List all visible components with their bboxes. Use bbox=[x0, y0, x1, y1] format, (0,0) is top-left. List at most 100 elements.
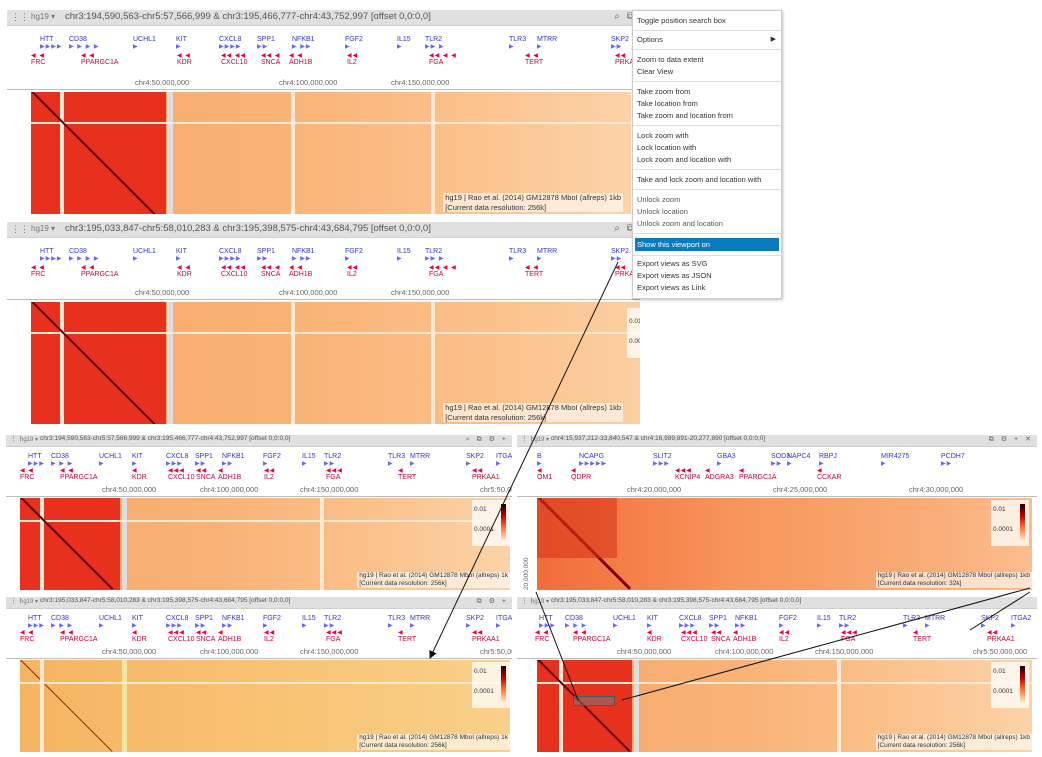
menu-item-take-zoom-location[interactable]: Take zoom and location from bbox=[637, 111, 733, 120]
menu-item-show-viewport[interactable]: Show this viewport on bbox=[637, 240, 710, 249]
gene: ◀◀ PRKAA1 bbox=[615, 53, 640, 66]
assembly-label: hg19 bbox=[31, 224, 49, 233]
track-caption: hg19 | Rao et al. (2014) GM12878 MboI (a… bbox=[357, 571, 510, 588]
position-display[interactable]: chr3:195,033,847-chr5:58,010,283 & chr3:… bbox=[65, 223, 431, 234]
menu-item-take-and-lock[interactable]: Take and lock zoom and location with bbox=[637, 175, 762, 184]
x-axis: chr4:50,000,000 chr4:100,000,000 chr4:15… bbox=[7, 288, 640, 300]
drag-handle-icon[interactable]: ⋮⋮ bbox=[10, 598, 24, 605]
menu-item-lock-zoom[interactable]: Lock zoom with bbox=[637, 131, 689, 140]
gene: MTRR ▶ bbox=[537, 36, 558, 50]
menu-item-take-location[interactable]: Take location from bbox=[637, 99, 698, 108]
gear-icon[interactable]: ⚙ bbox=[1000, 436, 1008, 443]
heatmap[interactable]: 0.01 0.0001 hg19 | Rao et al. (2014) GM1… bbox=[31, 302, 640, 424]
gene: SKP2 ▶▶ bbox=[611, 36, 629, 50]
menu-item-toggle-search[interactable]: Toggle position search box bbox=[637, 16, 726, 25]
track-caption: hg19 | Rao et al. (2014) GM12878 MboI (a… bbox=[357, 733, 510, 750]
heatmap[interactable]: 0.01 0.0001 hg19 | Rao et al. (2014) GM1… bbox=[20, 660, 510, 752]
view-header: ⋮⋮ hg19 ▾ chr4:15,937,212-33,840,547 & c… bbox=[517, 435, 1037, 447]
color-legend: 0.01 0.0001 bbox=[472, 662, 510, 708]
copy-icon[interactable]: ⧉ bbox=[476, 436, 482, 443]
view-header: ⋮⋮ hg19 ▾ chr3:194,590,563-chr5:57,566,9… bbox=[6, 435, 512, 447]
viewport-projection[interactable] bbox=[573, 696, 615, 706]
position-display[interactable]: chr3:194,590,563-chr5:57,566,999 & chr3:… bbox=[40, 435, 291, 442]
menu-item-export-link[interactable]: Export views as Link bbox=[637, 283, 706, 292]
position-display[interactable]: chr4:15,937,212-33,840,547 & chr4:16,989… bbox=[551, 435, 766, 442]
assembly-select[interactable]: hg19 ▾ bbox=[31, 12, 55, 21]
menu-highlight bbox=[635, 238, 779, 251]
assembly-select[interactable]: hg19 ▾ bbox=[20, 437, 39, 443]
menu-item-take-zoom[interactable]: Take zoom from bbox=[637, 87, 691, 96]
add-icon[interactable]: + bbox=[501, 436, 506, 443]
gene: ◀◀ IL2 bbox=[347, 53, 359, 66]
copy-icon[interactable]: ⧉ bbox=[988, 436, 994, 443]
menu-item-export-json[interactable]: Export views as JSON bbox=[637, 271, 712, 280]
close-icon[interactable]: ✕ bbox=[1025, 436, 1031, 443]
view-header: ⋮⋮ hg19 ▾ chr3:195,033,847-chr5:58,010,2… bbox=[517, 597, 1037, 609]
assembly-select[interactable]: hg19 ▾ bbox=[20, 599, 39, 605]
menu-item-unlock-zoom[interactable]: Unlock zoom bbox=[637, 195, 681, 204]
search-icon[interactable]: ⌕ bbox=[614, 223, 620, 234]
drag-handle-icon[interactable]: ⋮⋮ bbox=[10, 436, 24, 443]
search-icon[interactable]: ⌕ bbox=[465, 436, 470, 443]
color-legend: 0.01 0.0001 bbox=[991, 500, 1029, 546]
gene: ◀ ◀ FRC bbox=[31, 53, 46, 66]
bottom-view-1: ⋮⋮ hg19 ▾ chr3:194,590,563-chr5:57,566,9… bbox=[6, 435, 512, 593]
color-legend: 0.01 0.0001 bbox=[472, 500, 510, 546]
view-header: ⋮⋮ hg19 ▾ chr3:195,033,847-chr5:58,010,2… bbox=[7, 222, 640, 238]
gene-annotations-track: HTT▶▶▶ CD38▶ ▶ ▶ UCHL1▶ KIT▶ CXCL8▶▶▶ SP… bbox=[20, 453, 512, 481]
tick-label: chr4:50,000,000 bbox=[135, 78, 190, 87]
menu-item-clear-view[interactable]: Clear View bbox=[637, 67, 674, 76]
track-caption: hg19 | Rao et al. (2014) GM12878 MboI (a… bbox=[443, 193, 623, 212]
assembly-select[interactable]: hg19 ▾ bbox=[531, 437, 550, 443]
track-caption: hg19 | Rao et al. (2014) GM12878 MboI (a… bbox=[875, 571, 1032, 588]
gear-icon[interactable]: ⚙ bbox=[488, 598, 495, 605]
gene-annotations-track: HTT ▶▶▶▶ CD38 ▶ ▶ ▶ ▶ UCHL1 ▶ KIT ▶ CXCL8 ▶▶▶… bbox=[31, 248, 640, 278]
heatmap[interactable]: 0.01 0.0001 hg19 | Rao et al. (2014) GM1… bbox=[20, 498, 510, 590]
x-axis: chr4:50,000,000 chr4:100,000,000 chr4:15… bbox=[517, 647, 1037, 659]
copy-icon[interactable]: ⧉ bbox=[476, 598, 482, 605]
top-view-2: ⋮⋮ hg19 ▾ chr3:195,033,847-chr5:58,010,2… bbox=[7, 222, 640, 427]
x-axis: chr4:50,000,000 chr4:100,000,000 chr4:15… bbox=[6, 485, 512, 497]
menu-item-lock-zoom-location[interactable]: Lock zoom and location with bbox=[637, 155, 732, 164]
gene-annotations-track: HTT ▶▶▶▶ CD38 ▶ ▶ ▶ ▶ UCHL1 ▶ KIT ▶ CXCL8 ▶▶▶… bbox=[7, 36, 640, 72]
bottom-view-3: ⋮⋮ hg19 ▾ chr3:195,033,847-chr5:58,010,2… bbox=[517, 597, 1037, 753]
drag-handle-icon[interactable]: ⋮⋮ bbox=[521, 598, 535, 605]
view-header: ⋮⋮ hg19 ▾ chr3:195,033,847-chr5:58,010,2… bbox=[6, 597, 512, 609]
menu-item-export-svg[interactable]: Export views as SVG bbox=[637, 259, 708, 268]
gene: ◀ ◀ KDR bbox=[177, 53, 192, 66]
arrow-line bbox=[429, 261, 619, 659]
menu-item-options[interactable]: Options bbox=[637, 35, 663, 44]
gene: FGF2 ▶ bbox=[345, 36, 363, 50]
drag-handle-icon[interactable]: ⋮⋮ bbox=[521, 436, 535, 443]
color-legend: 0.01 0.0001 bbox=[991, 662, 1029, 708]
heatmap[interactable]: 0.01 0.0001 hg19 | Rao et al. (2014) GM1… bbox=[537, 660, 1032, 752]
gene: ◀ ◀ TERT bbox=[525, 53, 544, 66]
connector-line bbox=[535, 591, 579, 701]
search-icon[interactable]: ⌕ bbox=[614, 11, 620, 22]
drag-handle-icon[interactable]: ⋮⋮ bbox=[11, 224, 29, 234]
add-icon[interactable]: + bbox=[1014, 436, 1019, 443]
assembly-select[interactable]: hg19 ▾ bbox=[531, 599, 550, 605]
gene: SPP1 ▶▶ bbox=[257, 36, 275, 50]
position-display[interactable]: chr3:194,590,563-chr5:57,566,999 & chr3:… bbox=[65, 11, 431, 22]
gene-annotations-track: HTT▶▶▶ CD38▶ ▶ ▶ UCHL1▶ KIT▶ CXCL8▶▶▶ SP… bbox=[20, 615, 512, 643]
heatmap[interactable]: 0.01 0.0001 hg19 | Rao et al. (2014) GM1… bbox=[537, 498, 1032, 590]
copy-icon[interactable]: ⧉ bbox=[626, 223, 634, 234]
menu-item-lock-location[interactable]: Lock location with bbox=[637, 143, 697, 152]
position-display[interactable]: chr3:195,033,847-chr5:58,010,283 & chr3:… bbox=[551, 597, 802, 604]
position-display[interactable]: chr3:195,033,847-chr5:58,010,283 & chr3:… bbox=[40, 597, 291, 604]
menu-item-unlock-location[interactable]: Unlock location bbox=[637, 207, 688, 216]
assembly-select[interactable]: hg19 ▾ bbox=[31, 224, 55, 233]
gear-icon[interactable]: ⚙ bbox=[488, 436, 495, 443]
add-icon[interactable]: + bbox=[501, 598, 506, 605]
menu-item-zoom-to-extent[interactable]: Zoom to data extent bbox=[637, 55, 704, 64]
chevron-down-icon: ▾ bbox=[35, 599, 39, 605]
chevron-down-icon: ▾ bbox=[51, 12, 56, 21]
drag-handle-icon[interactable]: ⋮⋮ bbox=[11, 12, 29, 22]
heatmap[interactable]: hg19 | Rao et al. (2014) GM12878 MboI (a… bbox=[31, 92, 631, 214]
copy-icon[interactable]: ⧉ bbox=[626, 11, 634, 22]
chevron-down-icon: ▾ bbox=[546, 437, 550, 443]
menu-item-unlock-zoom-location[interactable]: Unlock zoom and location bbox=[637, 219, 723, 228]
gene: CXCL8 ▶▶▶▶ bbox=[219, 36, 242, 50]
